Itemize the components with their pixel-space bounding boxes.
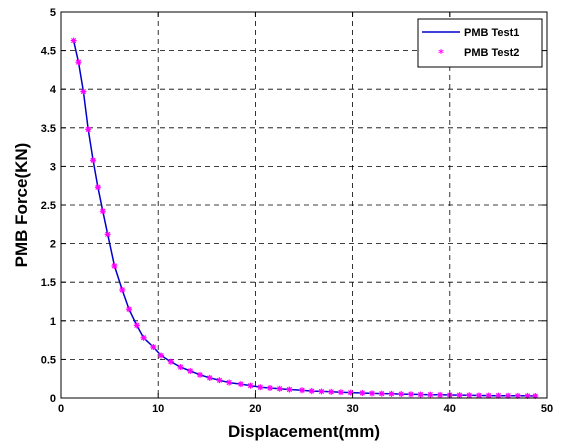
series-marker-pmb-test2: [347, 389, 354, 396]
series-marker-pmb-test2: [167, 358, 174, 365]
series-marker-pmb-test2: [337, 389, 344, 396]
series-marker-pmb-test2: [133, 322, 140, 329]
series-marker-pmb-test2: [119, 286, 126, 293]
y-tick-label: 3.5: [41, 123, 56, 135]
series-marker-pmb-test2: [226, 379, 233, 386]
series-marker-pmb-test2: [70, 37, 77, 44]
series-marker-pmb-test2: [257, 384, 264, 391]
y-tick-label: 1.5: [41, 277, 56, 289]
series-marker-pmb-test2: [398, 391, 405, 398]
legend-label-test2: PMB Test2: [464, 47, 519, 59]
x-tick-label: 30: [346, 403, 358, 415]
series-marker-pmb-test2: [104, 231, 111, 238]
series-marker-pmb-test2: [318, 388, 325, 395]
series-marker-pmb-test2: [140, 334, 147, 341]
y-tick-label: 2: [50, 239, 56, 251]
series-marker-pmb-test2: [216, 377, 223, 384]
y-tick-label: 3: [50, 161, 56, 173]
y-tick-label: 2.5: [41, 200, 56, 212]
tick-labels: 0 10 20 30 40 50 0 0.5 1 1.5 2 2.5 3 3.5 4 4.5 5: [41, 7, 553, 415]
series-marker-pmb-test2: [237, 381, 244, 388]
x-axis-title: Displacement(mm): [228, 422, 380, 441]
series-marker-pmb-test2: [80, 88, 87, 95]
y-tick-label: 4: [50, 84, 57, 96]
y-tick-label: 4.5: [41, 46, 56, 58]
legend: PMB Test1 * PMB Test2: [417, 18, 543, 68]
series-marker-pmb-test2: [369, 390, 376, 397]
series-marker-pmb-test2: [150, 344, 157, 351]
series-marker-pmb-test2: [388, 390, 395, 397]
series-marker-pmb-test2: [196, 371, 203, 378]
series-marker-pmb-test2: [456, 392, 463, 399]
x-tick-label: 40: [444, 403, 456, 415]
y-tick-label: 0.5: [41, 354, 56, 366]
series-marker-pmb-test2: [359, 389, 366, 396]
series-marker-pmb-test2: [111, 262, 118, 269]
series-marker-pmb-test2: [427, 391, 434, 398]
legend-label-test1: PMB Test1: [464, 27, 519, 39]
series-marker-pmb-test2: [475, 392, 482, 399]
x-tick-label: 10: [152, 403, 164, 415]
legend-box: [417, 18, 543, 68]
series-marker-pmb-test2: [177, 364, 184, 371]
series-marker-pmb-test2: [299, 387, 306, 394]
series-marker-pmb-test2: [276, 385, 283, 392]
legend-marker-swatch: *: [438, 47, 444, 60]
x-tick-label: 20: [249, 403, 261, 415]
series-marker-pmb-test2: [378, 390, 385, 397]
series-marker-pmb-test2: [247, 382, 254, 389]
series-marker-pmb-test2: [328, 388, 335, 395]
series-marker-pmb-test2: [266, 384, 273, 391]
y-tick-label: 1: [50, 316, 56, 328]
y-tick-label: 5: [50, 7, 56, 19]
y-axis-title: PMB Force(KN): [12, 143, 31, 268]
series-marker-pmb-test2: [126, 306, 133, 313]
series-marker-pmb-test2: [94, 184, 101, 191]
series-marker-pmb-test2: [90, 157, 97, 164]
series-marker-pmb-test2: [158, 352, 165, 359]
series-marker-pmb-test2: [417, 391, 424, 398]
axis-ticks: [60, 11, 548, 399]
series-marker-pmb-test2: [308, 388, 315, 395]
series-marker-pmb-test2: [187, 367, 194, 374]
x-tick-label: 50: [541, 403, 553, 415]
series-marker-pmb-test2: [407, 391, 414, 398]
series-marker-pmb-test2: [75, 59, 82, 66]
series-marker-pmb-test2: [206, 374, 213, 381]
series-marker-pmb-test2: [437, 391, 444, 398]
series-marker-pmb-test2: [99, 208, 106, 215]
series-marker-pmb-test2: [485, 392, 492, 399]
series-marker-pmb-test2: [85, 126, 92, 133]
series-marker-pmb-test2: [286, 386, 293, 393]
series-marker-pmb-test2: [466, 392, 473, 399]
x-tick-label: 0: [58, 403, 64, 415]
y-tick-label: 0: [50, 393, 56, 405]
series-marker-pmb-test2: [505, 392, 512, 399]
